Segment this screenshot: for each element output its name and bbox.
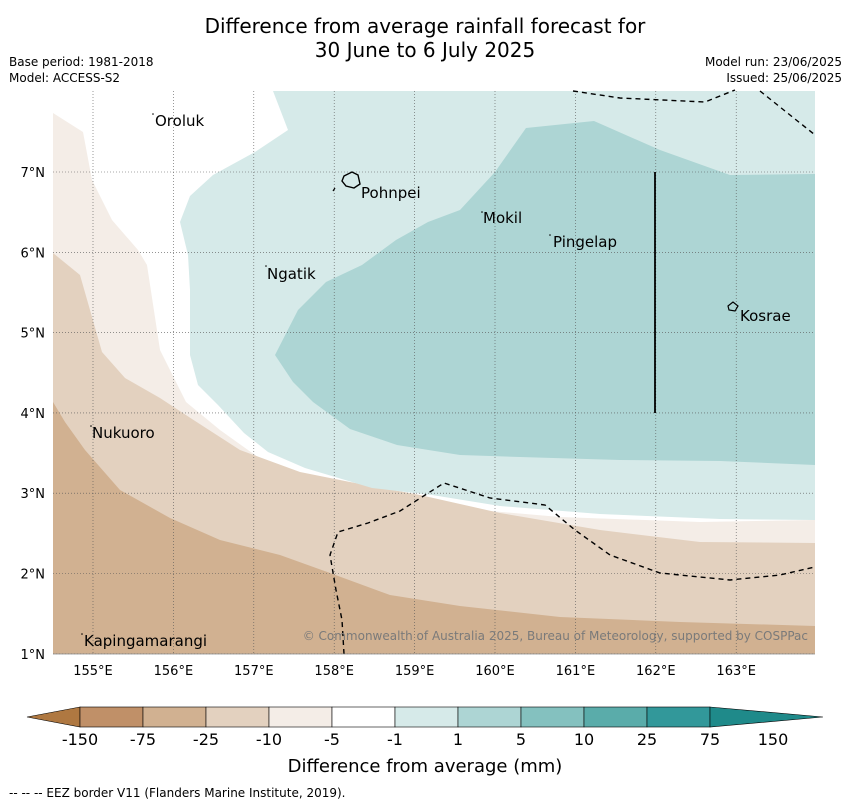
oroluk-marker bbox=[152, 113, 154, 115]
colorbar-tick-label: 1 bbox=[453, 730, 463, 749]
graticule bbox=[53, 91, 815, 655]
chart-title-line2: 30 June to 6 July 2025 bbox=[314, 38, 536, 62]
colorbar-tick-label: 25 bbox=[637, 730, 657, 749]
colorbar-tick-label: 10 bbox=[574, 730, 594, 749]
place-ngatik: Ngatik bbox=[267, 265, 316, 283]
model-text: Model: ACCESS-S2 bbox=[9, 71, 121, 85]
colorbar-tick-label: 150 bbox=[758, 730, 789, 749]
colorbar-tick-label: 75 bbox=[700, 730, 720, 749]
pohnpei-island bbox=[341, 171, 361, 189]
place-kapingamarangi: Kapingamarangi bbox=[84, 632, 207, 650]
colorbar-tick-label: -75 bbox=[130, 730, 156, 749]
lon-tick-label: 159°E bbox=[395, 664, 435, 679]
colorbar-tick-label: -150 bbox=[62, 730, 98, 749]
colorbar-segment bbox=[457, 706, 522, 728]
lon-tick-label: 157°E bbox=[234, 664, 274, 679]
colorbar-segment bbox=[142, 706, 207, 728]
colorbar: -150 -75 -25 -10 -5 -1 1 5 10 25 75 150 bbox=[26, 706, 824, 749]
place-labels: Oroluk Pohnpei Mokil Pingelap Ngatik Kos… bbox=[81, 112, 791, 650]
rainfall-field bbox=[53, 91, 815, 654]
lat-tick-label: 3°N bbox=[21, 487, 46, 502]
place-pohnpei: Pohnpei bbox=[361, 184, 421, 202]
colorbar-tick-label: -10 bbox=[256, 730, 282, 749]
lon-tick-label: 161°E bbox=[556, 664, 596, 679]
lon-tick-label: 155°E bbox=[73, 664, 113, 679]
nukuoro-marker bbox=[90, 425, 92, 427]
colorbar-segment bbox=[646, 706, 711, 728]
lat-tick-label: 1°N bbox=[21, 648, 46, 663]
kosrae-island bbox=[727, 301, 739, 312]
eez-border-north bbox=[572, 89, 736, 103]
colorbar-segment bbox=[205, 706, 270, 728]
colorbar-tick-label: -25 bbox=[193, 730, 219, 749]
base-period-text: Base period: 1981-2018 bbox=[9, 55, 154, 69]
lon-tick-label: 162°E bbox=[636, 664, 676, 679]
lon-tick-label: 156°E bbox=[154, 664, 194, 679]
copyright-notice: © Commonwealth of Australia 2025, Bureau… bbox=[303, 629, 808, 643]
latitude-labels: 7°N 6°N 5°N 4°N 3°N 2°N 1°N bbox=[21, 166, 46, 663]
colorbar-tick-label: -5 bbox=[324, 730, 340, 749]
model-run-text: Model run: 23/06/2025 bbox=[704, 55, 842, 69]
pohnpei-islet bbox=[332, 187, 336, 192]
pingelap-marker bbox=[549, 234, 551, 236]
place-pingelap: Pingelap bbox=[553, 233, 617, 251]
colorbar-segment bbox=[520, 706, 585, 728]
kapingamarangi-marker bbox=[81, 633, 83, 635]
lat-tick-label: 5°N bbox=[21, 327, 46, 342]
issued-text: Issued: 25/06/2025 bbox=[726, 71, 842, 85]
colorbar-extend-low bbox=[26, 706, 81, 728]
place-nukuoro: Nukuoro bbox=[92, 424, 155, 442]
place-kosrae: Kosrae bbox=[740, 307, 791, 325]
mokil-marker bbox=[481, 211, 483, 213]
colorbar-tick-label: -1 bbox=[387, 730, 403, 749]
lon-tick-label: 163°E bbox=[716, 664, 756, 679]
colorbar-segment bbox=[394, 706, 459, 728]
eez-border-south bbox=[329, 482, 816, 655]
lat-tick-label: 6°N bbox=[21, 246, 46, 261]
lat-tick-label: 7°N bbox=[21, 166, 46, 181]
ngatik-marker bbox=[265, 265, 267, 267]
colorbar-title: Difference from average (mm) bbox=[288, 756, 563, 777]
colorbar-segment bbox=[331, 706, 396, 728]
lon-tick-label: 158°E bbox=[314, 664, 354, 679]
lat-tick-label: 2°N bbox=[21, 568, 46, 583]
lat-tick-label: 4°N bbox=[21, 407, 46, 422]
place-mokil: Mokil bbox=[483, 209, 522, 227]
colorbar-segment bbox=[79, 706, 144, 728]
chart-title-line1: Difference from average rainfall forecas… bbox=[204, 14, 646, 38]
eez-border-northeast bbox=[759, 90, 816, 136]
eez-footnote: -- -- -- EEZ border V11 (Flanders Marine… bbox=[9, 786, 346, 800]
colorbar-tick-label: 5 bbox=[516, 730, 526, 749]
wet-mid-zone bbox=[275, 121, 815, 465]
lon-tick-label: 160°E bbox=[475, 664, 515, 679]
eez-border bbox=[329, 89, 816, 655]
place-oroluk: Oroluk bbox=[155, 112, 204, 130]
dry-heavy-zone bbox=[53, 402, 815, 654]
colorbar-segment bbox=[583, 706, 648, 728]
colorbar-segment bbox=[268, 706, 333, 728]
colorbar-extend-high bbox=[709, 706, 824, 728]
longitude-labels: 155°E 156°E 157°E 158°E 159°E 160°E 161°E 162°E… bbox=[73, 664, 756, 679]
